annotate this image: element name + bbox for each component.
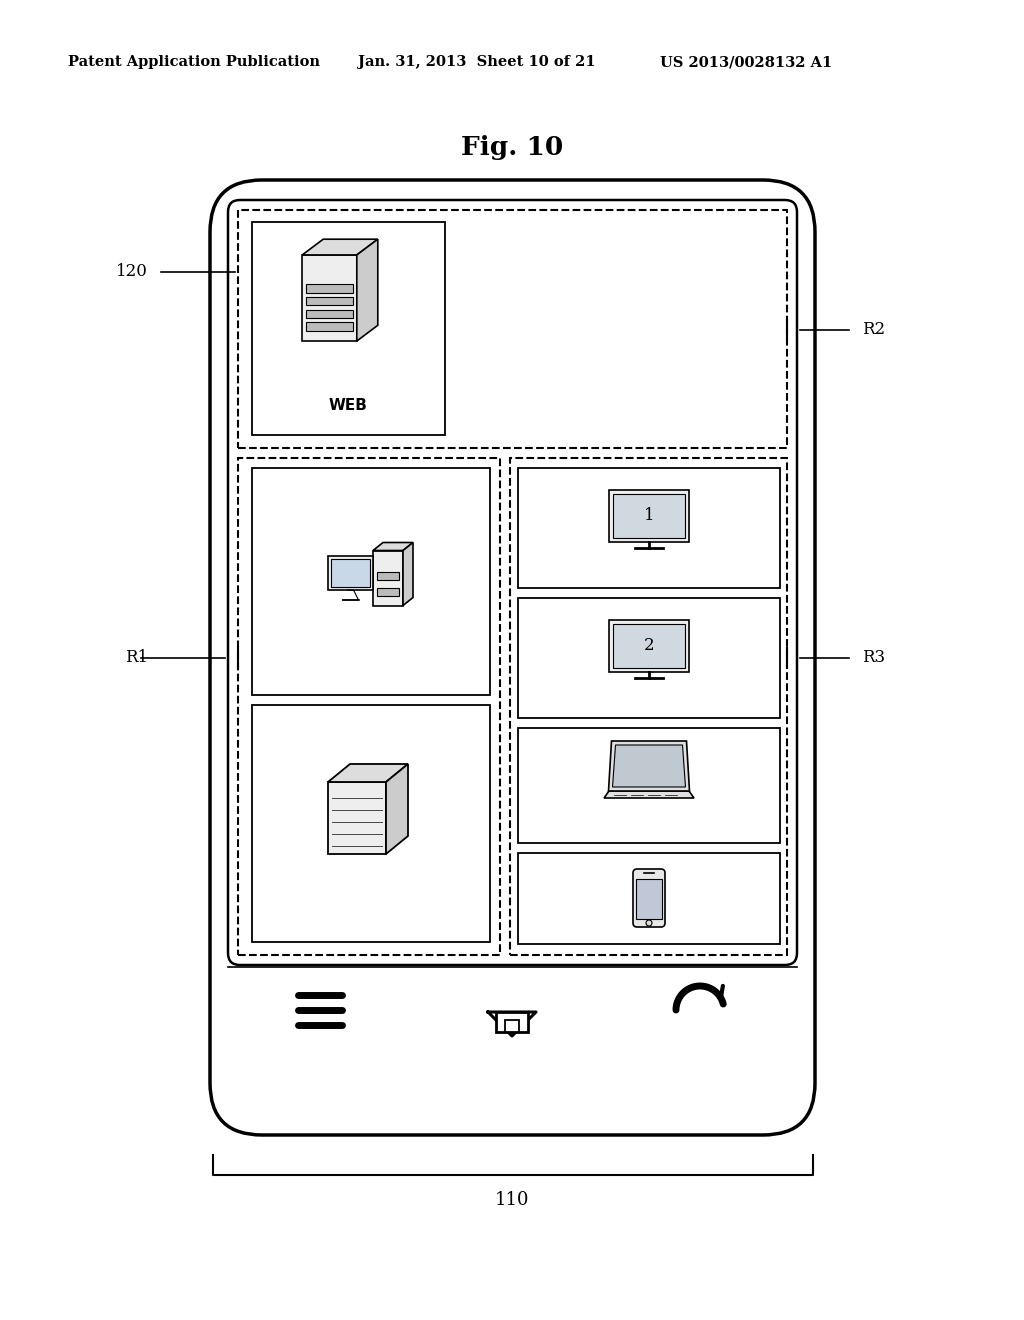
Text: R1: R1 <box>125 649 148 667</box>
Bar <box>377 587 399 595</box>
Bar <box>331 558 370 587</box>
Text: Fig. 10: Fig. 10 <box>461 136 563 161</box>
Bar <box>306 310 352 318</box>
Polygon shape <box>328 556 373 590</box>
Bar <box>252 705 490 942</box>
Bar <box>505 1020 519 1032</box>
Bar <box>306 322 352 330</box>
FancyBboxPatch shape <box>633 869 665 927</box>
Bar <box>518 729 780 843</box>
Text: 120: 120 <box>116 264 148 281</box>
Bar <box>518 853 780 944</box>
Polygon shape <box>386 764 408 854</box>
Bar <box>609 490 689 543</box>
Text: Jan. 31, 2013  Sheet 10 of 21: Jan. 31, 2013 Sheet 10 of 21 <box>358 55 596 69</box>
Text: 2: 2 <box>644 638 654 655</box>
FancyBboxPatch shape <box>228 201 797 965</box>
Bar <box>613 494 685 539</box>
Polygon shape <box>328 764 408 781</box>
Polygon shape <box>302 239 378 255</box>
Polygon shape <box>604 791 694 799</box>
Polygon shape <box>608 741 689 791</box>
Bar <box>252 469 490 696</box>
Text: R3: R3 <box>862 649 885 667</box>
Bar <box>377 572 399 579</box>
Text: WEB: WEB <box>329 397 368 412</box>
Text: US 2013/0028132 A1: US 2013/0028132 A1 <box>660 55 833 69</box>
FancyBboxPatch shape <box>238 458 500 954</box>
FancyBboxPatch shape <box>510 458 787 954</box>
Text: 110: 110 <box>495 1191 529 1209</box>
FancyBboxPatch shape <box>238 210 787 447</box>
Polygon shape <box>328 781 386 854</box>
Bar <box>609 620 689 672</box>
Bar <box>518 469 780 587</box>
Bar <box>306 297 352 305</box>
Bar <box>252 222 445 436</box>
Polygon shape <box>403 543 413 606</box>
Text: 1: 1 <box>644 507 654 524</box>
Polygon shape <box>356 239 378 341</box>
FancyBboxPatch shape <box>210 180 815 1135</box>
Polygon shape <box>612 744 685 787</box>
Text: R2: R2 <box>862 322 885 338</box>
Bar <box>636 879 662 919</box>
Bar <box>496 1012 528 1032</box>
Polygon shape <box>373 550 403 606</box>
Circle shape <box>646 920 652 927</box>
Text: Patent Application Publication: Patent Application Publication <box>68 55 319 69</box>
Polygon shape <box>302 255 356 341</box>
Polygon shape <box>373 543 413 550</box>
Bar <box>613 624 685 668</box>
Bar <box>306 284 352 293</box>
Bar <box>518 598 780 718</box>
